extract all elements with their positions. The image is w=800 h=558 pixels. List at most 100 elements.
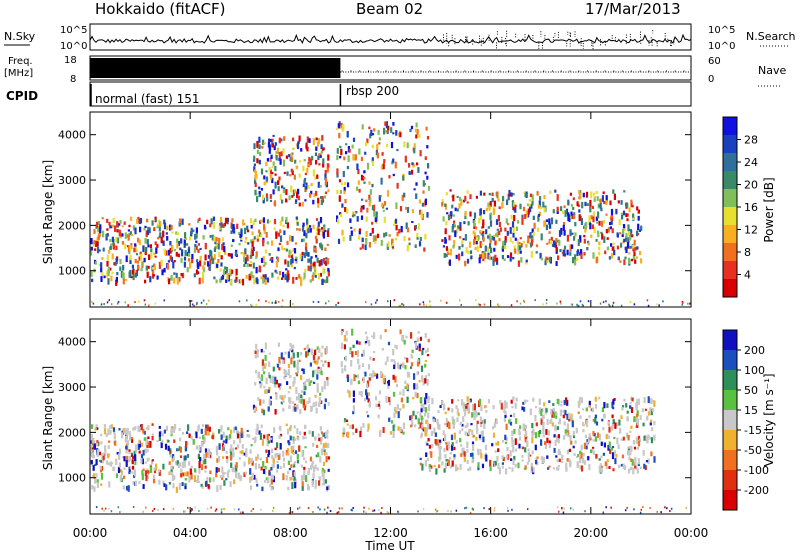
freq-label: Freq. [8, 56, 33, 67]
heat-cell [290, 476, 293, 481]
heat-cell [142, 510, 144, 513]
heat-cell [640, 225, 643, 231]
heat-cell [392, 349, 395, 356]
heat-cell [297, 507, 299, 510]
heat-cell [524, 425, 528, 429]
heat-cell [223, 444, 226, 447]
heat-cell [203, 453, 206, 460]
heat-cell [130, 454, 134, 457]
heat-cell [438, 424, 441, 431]
heat-cell [577, 249, 580, 254]
heat-cell [204, 465, 207, 469]
heat-cell [399, 304, 402, 307]
heat-cell [202, 265, 205, 270]
heat-cell [318, 163, 321, 166]
heat-cell [629, 402, 632, 405]
heat-cell [364, 142, 368, 147]
heat-cell [360, 391, 363, 398]
heat-cell [613, 436, 616, 440]
heat-cell [579, 192, 582, 200]
heat-cell [545, 429, 548, 435]
heat-cell [98, 451, 102, 456]
heat-cell [453, 420, 456, 425]
heat-cell [203, 436, 206, 442]
heat-cell [383, 216, 386, 223]
heat-cell [424, 198, 427, 206]
heat-cell [263, 181, 266, 186]
heat-cell [204, 470, 207, 473]
heat-cell [523, 424, 526, 432]
heat-cell [424, 459, 427, 467]
heat-cell [371, 373, 374, 378]
heat-cell [623, 238, 626, 242]
heat-cell [422, 429, 425, 432]
heat-cell [300, 148, 303, 152]
heat-cell [133, 450, 136, 457]
heat-cell [225, 450, 228, 454]
heat-cell [413, 147, 416, 154]
heat-cell [607, 444, 610, 451]
heat-cell [310, 190, 313, 195]
heat-cell [510, 214, 513, 220]
heat-cell [255, 277, 258, 283]
heat-cell [359, 247, 362, 250]
heat-cell [361, 353, 364, 357]
heat-cell [422, 301, 425, 304]
heat-cell [92, 242, 95, 247]
heat-cell [536, 227, 540, 232]
heat-cell [158, 225, 161, 232]
heat-cell [275, 301, 277, 304]
heat-cell [250, 510, 253, 513]
heat-cell [338, 507, 341, 510]
heat-cell [613, 193, 616, 200]
heat-cell [493, 507, 496, 509]
heat-cell [405, 335, 408, 339]
heat-cell [454, 207, 457, 212]
heat-cell [178, 483, 181, 490]
heat-cell [108, 481, 111, 488]
heat-cell [406, 142, 409, 149]
heat-cell [222, 242, 225, 245]
heat-cell [181, 218, 184, 225]
heat-cell [422, 347, 425, 351]
heat-cell [303, 391, 306, 395]
heat-cell [390, 359, 393, 362]
heat-cell [317, 201, 320, 208]
heat-cell [281, 395, 284, 398]
heat-cell [246, 256, 249, 262]
heat-cell [296, 364, 299, 370]
heat-cell [396, 182, 399, 189]
heat-cell [204, 458, 207, 465]
heat-cell [365, 301, 367, 304]
heat-cell [317, 356, 320, 360]
heat-cell [392, 431, 395, 438]
heat-cell [111, 271, 114, 275]
heat-cell [410, 414, 413, 420]
heat-cell [591, 407, 594, 413]
heat-cell [219, 268, 222, 272]
nsky-label: N.Sky [4, 30, 36, 43]
heat-cell [414, 415, 418, 420]
heat-cell [451, 408, 454, 413]
heat-cell [482, 230, 485, 234]
heat-cell [491, 235, 494, 241]
heat-cell [159, 232, 162, 238]
heat-cell [346, 130, 349, 138]
heat-cell [322, 474, 325, 482]
heat-cell [249, 218, 252, 224]
heat-cell [453, 240, 456, 247]
heat-cell [273, 219, 277, 225]
heat-cell [153, 227, 156, 232]
heat-cell [218, 429, 221, 434]
heat-cell [481, 243, 484, 246]
heat-cell [227, 275, 230, 282]
heat-cell [438, 449, 441, 456]
heat-cell [416, 371, 419, 376]
heat-cell [96, 427, 99, 430]
heat-cell [369, 189, 372, 195]
heat-cell [504, 434, 507, 441]
heat-cell [292, 381, 295, 387]
heat-cell [278, 152, 281, 159]
heat-cell [268, 167, 271, 171]
heat-cell [369, 232, 372, 237]
